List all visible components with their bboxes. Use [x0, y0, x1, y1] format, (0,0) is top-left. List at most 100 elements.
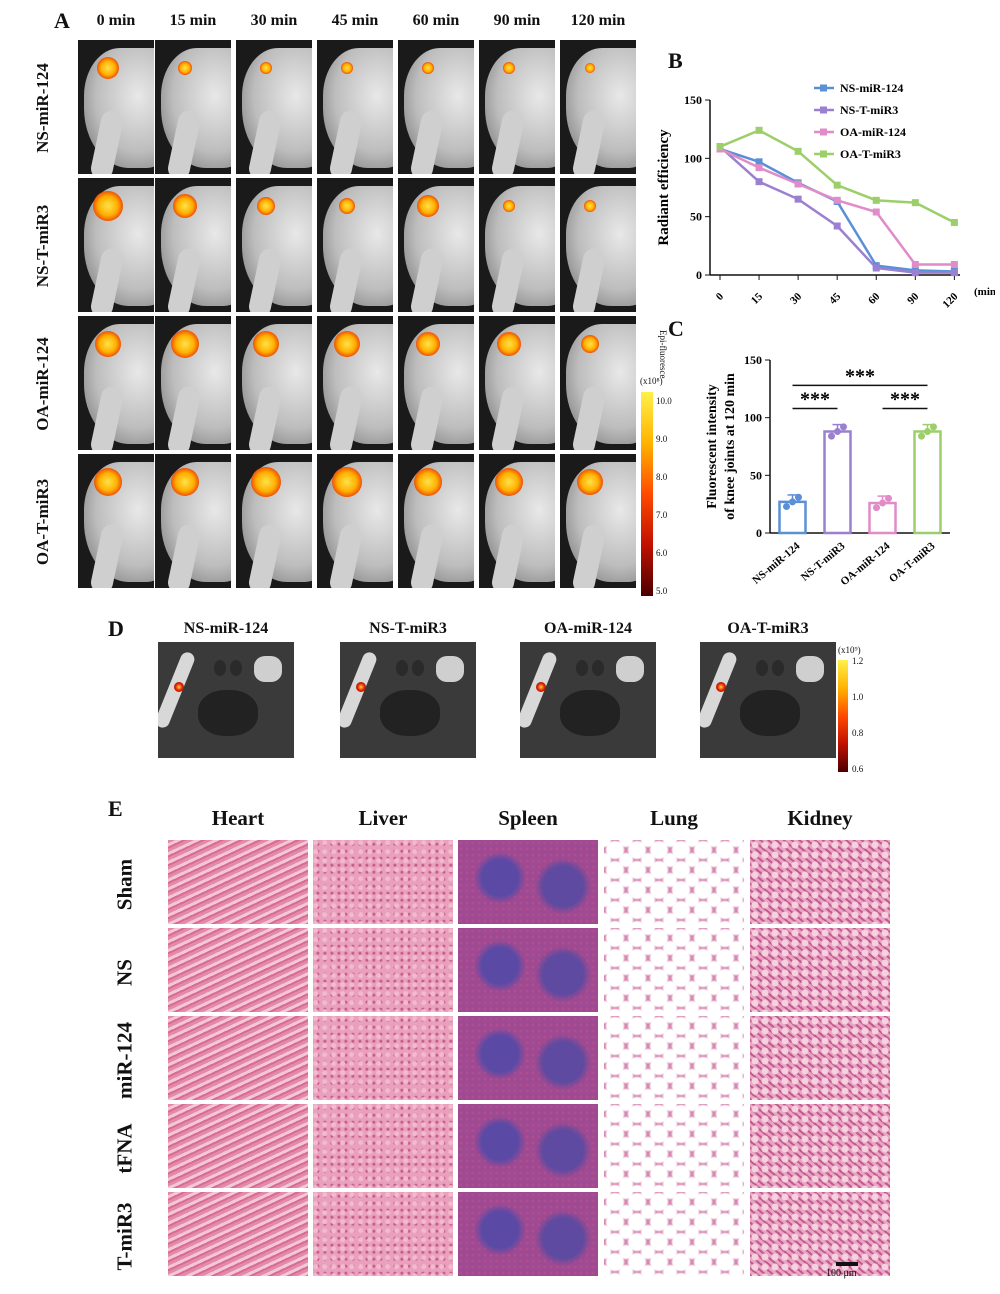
mouse-image	[398, 178, 474, 312]
organ-image	[158, 642, 294, 758]
lung-organ	[254, 656, 282, 682]
tissue-header: Heart	[211, 806, 265, 830]
histology-group-label: T-miR3	[112, 1202, 137, 1271]
panel-b-label: B	[668, 48, 683, 73]
data-point	[755, 126, 763, 134]
data-point	[794, 180, 802, 188]
x-tick-label: OA-miR-124	[838, 540, 892, 588]
histology-image	[313, 1192, 453, 1276]
fluorescence-spot	[339, 198, 355, 214]
legend-label: OA-miR-124	[840, 125, 906, 139]
y-axis-label-line2: of knee joints at 120 min	[723, 373, 738, 520]
histology-image	[458, 1104, 598, 1188]
histology-image	[168, 928, 308, 1012]
fluorescence-spot	[503, 200, 515, 212]
fluorescence-spot	[257, 197, 275, 215]
mouse-image	[317, 316, 393, 450]
tissue-header: Lung	[650, 806, 698, 830]
data-point	[950, 261, 958, 268]
organ-group-title: OA-miR-124	[544, 620, 632, 637]
mouse-image	[560, 40, 636, 174]
y-tick-label: 50	[690, 210, 702, 224]
colorbar-tick: 10.0	[656, 396, 672, 406]
legend-marker	[820, 150, 827, 158]
histology-image	[604, 1192, 744, 1276]
colorbar-tick: 0.6	[852, 764, 864, 774]
mouse-image	[317, 40, 393, 174]
colorbar-tick: 6.0	[656, 548, 668, 558]
x-axis-label: (min)	[974, 286, 995, 298]
y-tick-label: 100	[684, 151, 702, 165]
mouse-image	[78, 178, 154, 312]
fluorescence-spot	[94, 468, 122, 496]
data-point	[872, 208, 880, 216]
tissue-header: Liver	[358, 806, 408, 830]
time-label: 15 min	[169, 12, 217, 29]
data-point	[794, 195, 802, 203]
time-label: 120 min	[570, 12, 626, 29]
histology-image	[604, 928, 744, 1012]
x-tick-label: 90	[905, 290, 922, 307]
bar	[913, 430, 942, 535]
y-tick-label: 150	[684, 93, 702, 107]
histology-image	[604, 1016, 744, 1100]
colorbar-d	[838, 660, 848, 772]
fluorescence-hotspot	[356, 682, 366, 692]
liver-organ	[380, 690, 440, 736]
histology-group-label: Sham	[112, 858, 137, 911]
fluorescence-spot	[577, 469, 603, 495]
data-point	[794, 147, 802, 155]
fluorescence-spot	[171, 330, 199, 358]
colorbar-tick: 9.0	[656, 434, 668, 444]
x-tick-label: 60	[866, 290, 883, 307]
time-label: 30 min	[250, 12, 298, 29]
data-dot	[873, 504, 880, 512]
kidney-organ	[576, 660, 588, 676]
data-point	[755, 178, 763, 186]
fluorescence-hotspot	[174, 682, 184, 692]
fluorescence-hotspot	[536, 682, 546, 692]
mouse-image	[78, 40, 154, 174]
histology-image	[458, 1016, 598, 1100]
data-point	[911, 261, 919, 268]
kidney-organ	[214, 660, 226, 676]
colorbar-tick: 5.0	[656, 586, 668, 596]
kidney-organ	[396, 660, 408, 676]
series-line	[719, 147, 955, 266]
fluorescence-spot	[93, 191, 123, 221]
histology-image	[168, 840, 308, 924]
histology-image	[168, 1192, 308, 1276]
fluorescence-hotspot	[716, 682, 726, 692]
organ-group-title: NS-miR-124	[183, 620, 269, 637]
histology-image	[458, 928, 598, 1012]
organ-image	[520, 642, 656, 758]
legend-marker	[820, 84, 827, 92]
panel-c-label: C	[668, 316, 684, 341]
bar	[823, 430, 852, 535]
y-tick-label: 150	[744, 353, 762, 367]
organ-group-title: OA-T-miR3	[727, 620, 809, 637]
histology-image	[168, 1104, 308, 1188]
mouse-image	[398, 454, 474, 588]
fluorescence-spot	[495, 468, 523, 496]
mouse-image	[78, 316, 154, 450]
mouse-image	[78, 454, 154, 588]
data-point	[716, 143, 724, 151]
data-dot	[924, 428, 931, 436]
colorbar-tick: 1.0	[852, 692, 864, 702]
histology-image	[604, 840, 744, 924]
data-point	[911, 199, 919, 207]
colorbar-a	[641, 392, 653, 596]
y-tick-label: 0	[696, 268, 702, 282]
fluorescence-spot	[584, 200, 596, 212]
significance-label: ***	[845, 365, 875, 387]
significance-label: ***	[800, 388, 830, 410]
histology-image	[313, 928, 453, 1012]
x-tick-label: 0	[714, 290, 727, 303]
data-point	[755, 158, 763, 166]
tissue-header: Spleen	[498, 806, 558, 830]
histology-image	[313, 840, 453, 924]
mouse-image	[317, 454, 393, 588]
histology-image	[604, 1104, 744, 1188]
x-tick-label: 30	[788, 290, 805, 307]
